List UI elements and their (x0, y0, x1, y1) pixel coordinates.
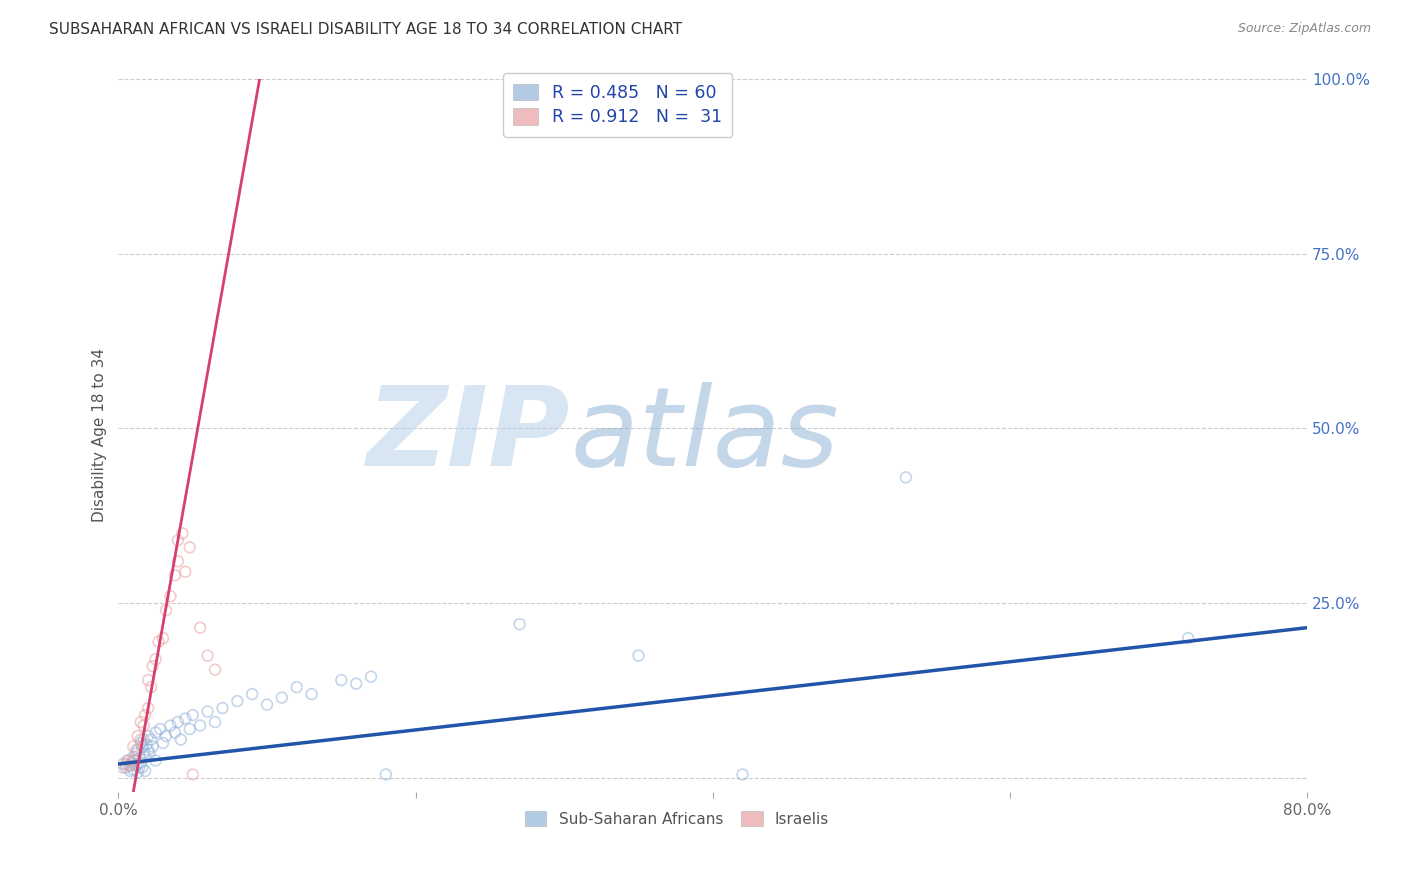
Point (122, 739, 145, 754)
Point (155, 603, 177, 617)
Point (132, 732, 155, 747)
Point (172, 526, 194, 541)
Point (136, 701, 159, 715)
Point (120, 758, 142, 772)
Point (127, 729, 149, 743)
Point (134, 764, 156, 778)
Point (115, 760, 138, 774)
Point (188, 718, 211, 732)
Point (138, 747, 160, 761)
Point (132, 718, 155, 732)
Point (627, 648, 650, 663)
Point (136, 743, 159, 757)
Point (136, 729, 159, 743)
Text: ZIP: ZIP (367, 382, 569, 489)
Legend: Sub-Saharan Africans, Israelis: Sub-Saharan Africans, Israelis (517, 804, 837, 834)
Point (139, 732, 162, 747)
Point (330, 673, 353, 687)
Point (132, 747, 155, 761)
Point (125, 758, 148, 772)
Point (122, 754, 145, 768)
Point (136, 673, 159, 687)
Point (731, 767, 754, 781)
Point (129, 736, 152, 750)
Point (374, 767, 396, 781)
Point (129, 714, 152, 729)
Text: Source: ZipAtlas.com: Source: ZipAtlas.com (1237, 22, 1371, 36)
Point (129, 756, 152, 770)
Text: SUBSAHARAN AFRICAN VS ISRAELI DISABILITY AGE 18 TO 34 CORRELATION CHART: SUBSAHARAN AFRICAN VS ISRAELI DISABILITY… (49, 22, 682, 37)
Point (145, 652, 167, 666)
Point (145, 754, 167, 768)
Point (174, 565, 197, 579)
Point (163, 568, 186, 582)
Point (181, 708, 204, 723)
Point (117, 754, 139, 768)
Point (152, 736, 174, 750)
Point (135, 738, 157, 752)
Point (142, 659, 165, 673)
Point (301, 687, 323, 701)
Point (120, 764, 142, 778)
Point (204, 714, 226, 729)
Point (131, 760, 153, 774)
Point (1177, 631, 1199, 645)
Point (188, 621, 211, 635)
Point (122, 763, 145, 777)
Point (344, 676, 367, 690)
Point (240, 687, 263, 701)
Point (125, 747, 148, 761)
Point (118, 754, 141, 768)
Point (285, 680, 308, 694)
Point (167, 533, 190, 548)
Point (167, 554, 190, 568)
Text: atlas: atlas (569, 382, 839, 489)
Point (127, 765, 149, 780)
Point (197, 648, 219, 663)
Point (134, 708, 156, 723)
Point (170, 732, 193, 747)
Point (179, 541, 201, 555)
Point (128, 751, 150, 765)
Point (509, 617, 531, 632)
Point (134, 750, 156, 764)
Point (121, 756, 143, 770)
Point (270, 690, 292, 705)
Point (894, 470, 917, 484)
Point (125, 743, 148, 757)
Point (111, 757, 134, 772)
Point (204, 663, 226, 677)
Point (167, 714, 190, 729)
Point (179, 722, 201, 736)
Point (174, 712, 197, 726)
Point (181, 767, 204, 781)
Point (111, 760, 134, 774)
Point (163, 725, 186, 739)
Point (226, 694, 249, 708)
Point (155, 729, 177, 743)
Point (197, 705, 219, 719)
Point (148, 634, 170, 648)
Point (129, 732, 152, 747)
Point (159, 718, 181, 732)
Point (256, 698, 278, 712)
Point (128, 760, 150, 774)
Point (118, 758, 141, 772)
Point (360, 670, 382, 684)
Y-axis label: Disability Age 18 to 34: Disability Age 18 to 34 (93, 349, 107, 523)
Point (152, 631, 174, 645)
Point (122, 750, 145, 764)
Point (149, 722, 172, 736)
Point (145, 725, 167, 739)
Point (131, 739, 153, 754)
Point (211, 701, 233, 715)
Point (124, 754, 146, 768)
Point (139, 680, 162, 694)
Point (142, 739, 165, 754)
Point (159, 589, 181, 603)
Point (115, 757, 138, 772)
Point (127, 743, 149, 757)
